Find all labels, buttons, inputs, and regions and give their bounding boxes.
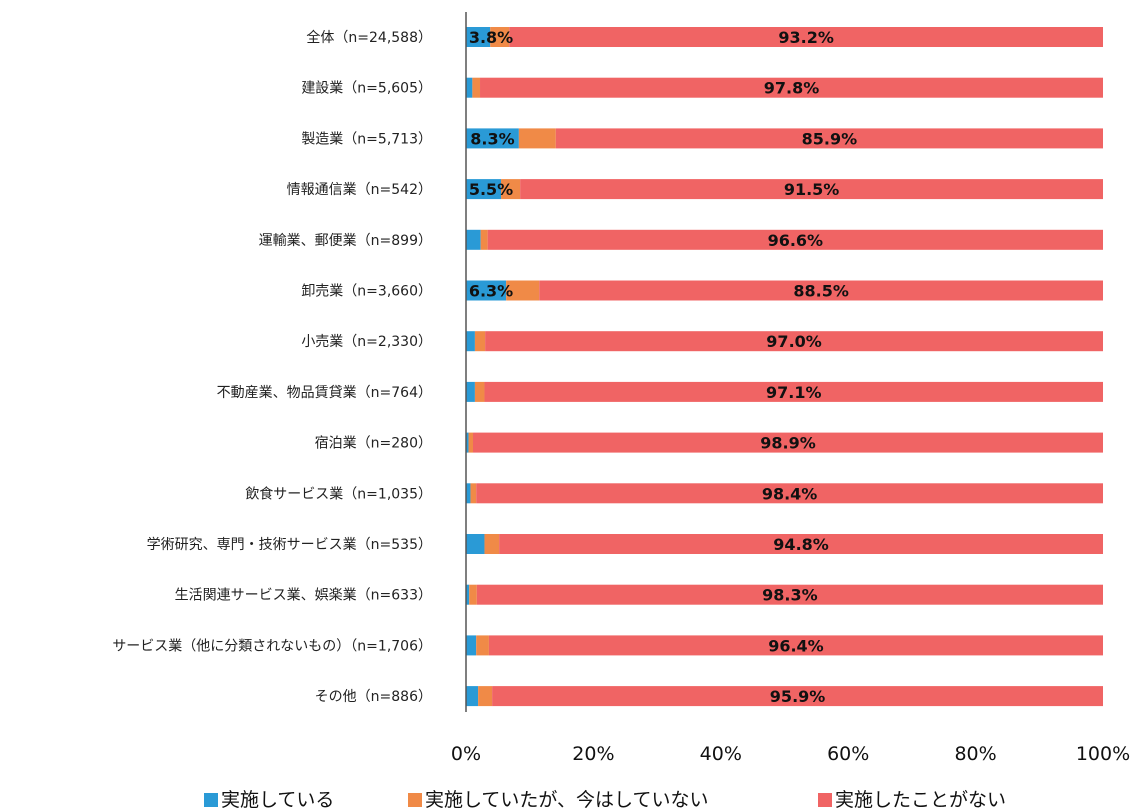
bar-segment-2 bbox=[480, 229, 488, 250]
data-label: 96.6% bbox=[768, 231, 824, 250]
x-tick-label: 0% bbox=[451, 743, 481, 765]
bar-segment-2 bbox=[472, 77, 481, 98]
category-label: 運輸業、郵便業（n=899） bbox=[259, 233, 432, 249]
bar-segment-2 bbox=[469, 584, 477, 605]
bar-segment-3 bbox=[509, 27, 1103, 47]
bar-segment-1 bbox=[466, 483, 471, 504]
data-label: 88.5% bbox=[793, 282, 849, 301]
category-label: サービス業（他に分類されないもの）（n=1,706） bbox=[112, 638, 432, 654]
data-label: 5.5% bbox=[469, 180, 513, 199]
bar-segment-1 bbox=[466, 331, 475, 352]
category-label: 宿泊業（n=280） bbox=[315, 435, 432, 452]
category-label: 不動産業、物品賃貸業（n=764） bbox=[217, 385, 432, 401]
data-label: 94.8% bbox=[773, 535, 829, 554]
bar-segment-3 bbox=[480, 77, 1103, 98]
data-label: 6.3% bbox=[469, 282, 513, 301]
category-label: 製造業（n=5,713） bbox=[301, 131, 432, 147]
bar-segment-1 bbox=[466, 635, 477, 656]
bar-segment-1 bbox=[466, 27, 491, 47]
data-label: 85.9% bbox=[802, 129, 858, 148]
bar-segment-2 bbox=[478, 686, 493, 707]
legend-label: 実施している bbox=[221, 789, 334, 811]
bar-segment-3 bbox=[473, 432, 1104, 453]
bar-segment-3 bbox=[476, 584, 1104, 605]
bar-segment-3 bbox=[476, 483, 1103, 504]
legend-swatch bbox=[204, 793, 218, 807]
category-label: 建設業（n=5,605） bbox=[301, 81, 432, 97]
legend-label: 実施していたが、今はしていない bbox=[425, 789, 708, 811]
x-tick-label: 20% bbox=[572, 743, 614, 765]
data-label: 93.2% bbox=[778, 28, 834, 47]
bar-segment-2 bbox=[470, 483, 477, 504]
data-label: 97.1% bbox=[766, 383, 822, 402]
bar-segment-3 bbox=[520, 179, 1103, 200]
data-label: 98.4% bbox=[762, 484, 818, 503]
bar-segment-3 bbox=[485, 331, 1103, 352]
bar-segment-3 bbox=[492, 686, 1103, 707]
category-label: 情報通信業（n=542） bbox=[287, 182, 432, 198]
x-tick-label: 100% bbox=[1076, 743, 1130, 765]
category-label: 卸売業（n=3,660） bbox=[301, 284, 432, 300]
bar-segment-1 bbox=[466, 534, 485, 554]
legend-label: 実施したことがない bbox=[835, 789, 1006, 811]
category-label: 小売業（n=2,330） bbox=[301, 334, 432, 350]
data-label: 97.8% bbox=[764, 79, 820, 98]
bar-segment-1 bbox=[466, 432, 469, 453]
data-label: 96.4% bbox=[768, 636, 824, 655]
bar-segment-1 bbox=[466, 179, 502, 200]
bar-segment-2 bbox=[474, 381, 485, 402]
data-label: 98.9% bbox=[760, 434, 816, 453]
data-label: 3.8% bbox=[469, 28, 513, 47]
category-label: 学術研究、専門・技術サービス業（n=535） bbox=[147, 537, 432, 553]
bar-segment-1 bbox=[466, 229, 481, 250]
bar-segment-2 bbox=[490, 27, 510, 47]
bar-segment-1 bbox=[466, 280, 507, 301]
x-tick-label: 40% bbox=[700, 743, 742, 765]
bar-segment-3 bbox=[539, 280, 1103, 301]
bar-segment-2 bbox=[506, 280, 540, 301]
bar-segment-2 bbox=[501, 179, 521, 200]
bar-segment-3 bbox=[499, 534, 1103, 554]
category-label: 生活関連サービス業、娯楽業（n=633） bbox=[175, 588, 432, 604]
bar-segment-1 bbox=[466, 584, 470, 605]
bar-segment-3 bbox=[484, 381, 1103, 402]
category-label: 全体（n=24,588） bbox=[306, 29, 432, 46]
legend-swatch bbox=[818, 793, 832, 807]
bar-segment-3 bbox=[487, 229, 1104, 250]
category-label: 飲食サービス業（n=1,035） bbox=[245, 485, 432, 502]
bar-segment-2 bbox=[468, 432, 474, 453]
bar-segment-1 bbox=[466, 128, 519, 149]
data-label: 95.9% bbox=[770, 687, 826, 706]
data-label: 91.5% bbox=[784, 180, 840, 199]
bar-segment-1 bbox=[466, 77, 473, 98]
bar-segment-2 bbox=[484, 534, 500, 554]
category-label: その他（n=886） bbox=[315, 689, 432, 705]
bar-segment-2 bbox=[518, 128, 556, 149]
bar-segment-1 bbox=[466, 381, 475, 402]
bar-segment-3 bbox=[555, 128, 1103, 149]
bar-segment-1 bbox=[466, 686, 479, 707]
data-label: 97.0% bbox=[766, 332, 822, 351]
x-tick-label: 60% bbox=[827, 743, 869, 765]
data-label: 98.3% bbox=[762, 586, 818, 605]
bar-segment-3 bbox=[488, 635, 1103, 656]
legend-swatch bbox=[408, 793, 422, 807]
x-tick-label: 80% bbox=[954, 743, 996, 765]
bar-segment-2 bbox=[476, 635, 489, 656]
data-label: 8.3% bbox=[470, 129, 514, 148]
bar-segment-2 bbox=[474, 331, 486, 352]
